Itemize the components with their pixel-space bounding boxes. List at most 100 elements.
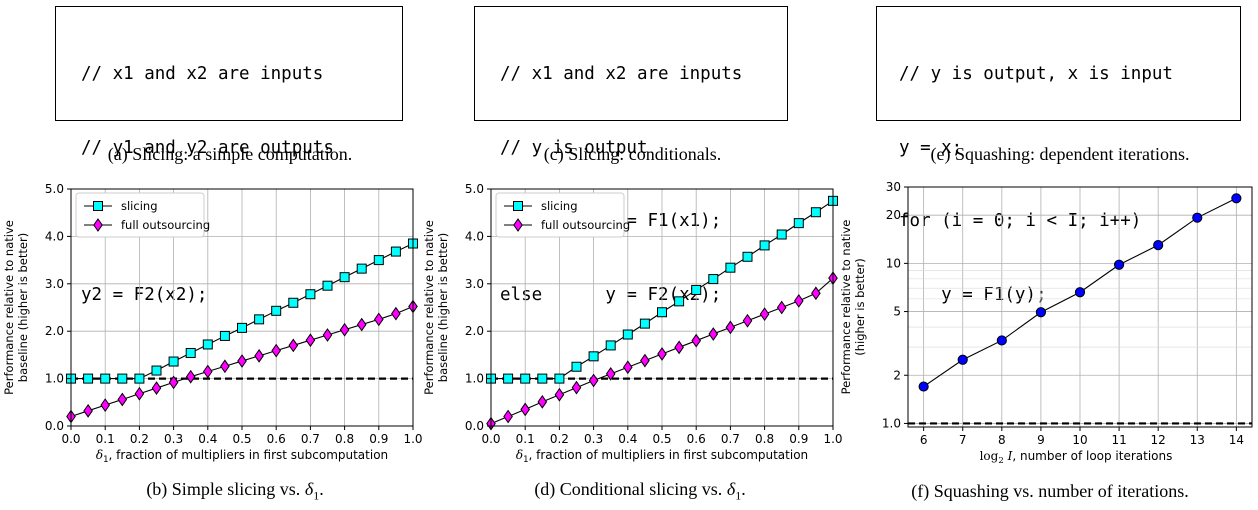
x-tick-label: 0.0 (61, 432, 80, 446)
legend: slicing full outsourcing (75, 192, 210, 238)
caption-b-delta: δ (304, 479, 314, 499)
code-box-a: // x1 and x2 are inputs // y1 and y2 are… (55, 6, 403, 305)
x-tick-label: 0.3 (164, 432, 183, 446)
y-axis-label: Performance relative to native (839, 220, 853, 395)
x-axis-label-part: δ (96, 448, 103, 462)
data-point (185, 369, 196, 384)
data-point (288, 297, 299, 308)
data-point (520, 373, 531, 384)
data-point (957, 354, 968, 365)
x-tick-label: 0.1 (516, 432, 535, 446)
data-point (356, 263, 367, 274)
data-point (202, 364, 213, 379)
data-point (918, 381, 929, 392)
y-tick-label: 30 (886, 180, 901, 194)
legend-label: slicing (121, 199, 158, 213)
code-line: for (i = 0; i < I; i++) (899, 211, 1142, 231)
y-axis-label: (higher is better) (853, 258, 867, 356)
data-point (83, 373, 94, 384)
data-point (776, 300, 787, 315)
data-point (640, 353, 650, 368)
legend-box (495, 192, 625, 238)
y-axis-label: Performance relative to native (422, 220, 436, 395)
x-tick-label: 0.8 (755, 432, 774, 446)
data-point (254, 314, 265, 325)
caption-d-delta: δ (726, 479, 736, 499)
data-point (996, 335, 1007, 346)
x-tick-label: 0.3 (584, 432, 603, 446)
y-tick-label: 10 (886, 256, 901, 270)
data-point (237, 354, 247, 368)
data-point (759, 307, 770, 322)
code-line: else y = F2(x2); (500, 284, 722, 305)
y-tick-label: 2 (893, 368, 901, 382)
data-point (588, 373, 599, 388)
caption-d-text: (d) Conditional slicing vs. (534, 479, 727, 499)
y-tick-label: 3.0 (465, 277, 484, 291)
data-point (554, 387, 565, 402)
data-point (134, 373, 145, 384)
chart-simple-slicing: 0.0 0.1 0.2 0.3 0.4 0.5 0.6 0.7 0.8 0.9 1.0 0.0 1.0 2… (2, 182, 423, 465)
data-point (391, 306, 401, 321)
legend-marker (93, 218, 103, 232)
data-point (691, 333, 702, 348)
caption-b-sub: 1 (313, 488, 320, 503)
y-axis-label: Performance relative to native (2, 220, 16, 395)
data-point (339, 322, 350, 337)
data-point (373, 255, 384, 266)
data-point (1113, 259, 1125, 270)
data-point (100, 398, 111, 413)
code-line: y = F1(y); (899, 284, 1047, 305)
legend-marker (513, 218, 523, 232)
x-tick-label: 0.4 (198, 432, 217, 446)
x-tick-label: 10 (1072, 433, 1087, 447)
series-2 (486, 271, 838, 431)
x-tick-label: 0.2 (550, 432, 569, 446)
y-tick-label: 5.0 (45, 182, 64, 196)
x-tick-label: 1.0 (403, 432, 422, 446)
caption-d-period: . (741, 479, 746, 499)
series-2 (66, 299, 418, 424)
x-tick-label: 0.7 (301, 432, 320, 446)
legend-label: full outsourcing (121, 218, 210, 232)
x-tick-label: 0.4 (618, 432, 637, 446)
data-point (537, 394, 548, 409)
x-tick-label: 0.6 (687, 432, 706, 446)
data-point (810, 207, 821, 218)
x-tick-label: 1.0 (823, 432, 842, 446)
data-point (742, 313, 753, 328)
x-tick-label: 13 (1190, 433, 1205, 447)
data-point (811, 286, 821, 301)
data-point (588, 351, 599, 362)
data-point (322, 280, 333, 291)
caption-c: (c) Slicing: conditionals. (543, 144, 722, 164)
series-1 (918, 193, 1242, 392)
data-point (1035, 307, 1047, 318)
x-tick-label: 7 (959, 433, 967, 447)
data-point (219, 330, 230, 341)
x-axis-label-part: δ (516, 448, 523, 462)
data-point (708, 327, 719, 341)
data-point (100, 373, 111, 384)
data-point (288, 338, 299, 353)
x-tick-label: 0.8 (335, 432, 354, 446)
x-axis-label-part: I (1004, 449, 1013, 463)
data-point (571, 380, 582, 395)
data-point (151, 365, 162, 376)
data-point (168, 356, 179, 367)
x-tick-label: 0.5 (232, 432, 251, 446)
code-line: y2 = F2(x2); (81, 284, 208, 305)
data-point (254, 348, 264, 363)
data-point (271, 343, 282, 358)
data-point (605, 366, 616, 381)
legend-label: slicing (541, 199, 578, 213)
x-axis-label: log2 I, number of loop iterations (980, 449, 1173, 466)
x-axis-label-part: 2 (998, 456, 1003, 466)
data-point (117, 392, 128, 407)
chart-conditional-slicing: 0.0 0.1 0.2 0.3 0.4 0.5 0.6 0.7 0.8 0.9 1.0 0.0 1.0 2… (422, 182, 843, 465)
legend: slicing full outsourcing (495, 192, 630, 238)
x-axis-label-part: , number of loop iterations (1012, 449, 1172, 463)
data-point (759, 240, 770, 251)
data-point (605, 340, 616, 351)
caption-d: (d) Conditional slicing vs. δ1. (475, 479, 805, 504)
